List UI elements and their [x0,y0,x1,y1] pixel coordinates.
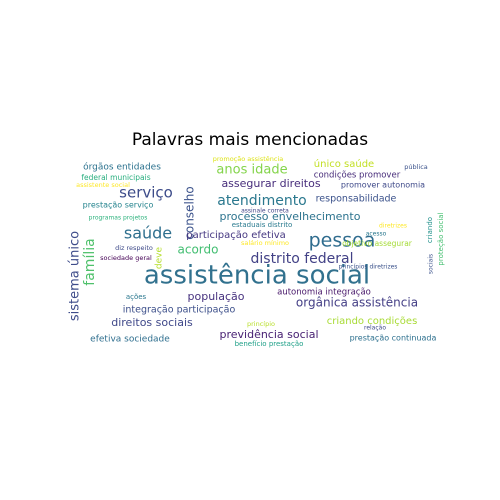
word-princípios-diretrizes: princípios diretrizes [339,264,398,271]
word-benefício-prestação: benefício prestação [235,340,304,348]
word-responsabilidade: responsabilidade [316,194,397,205]
word-distrito-federal: distrito federal [251,251,354,267]
word-criando: criando [426,217,434,243]
word-família: família [82,238,98,285]
word-princípio: princípio [247,320,275,328]
word-orgânica-assistência: orgânica assistência [296,296,418,310]
word-programas-projetos: programas projetos [89,215,148,222]
word-acordo: acordo [178,243,219,257]
word-anos-idade: anos idade [216,163,287,178]
chart-title: Palavras mais mencionadas [131,130,369,150]
word-saúde: saúde [124,224,172,243]
word-criando-condições: criando condições [327,316,418,327]
word-promoção-assistência: promoção assistência [213,155,284,163]
word-conselho: conselho [183,186,197,239]
word-autonomia-integração: autonomia integração [277,288,371,298]
word-órgãos-entidades: órgãos entidades [83,162,161,173]
word-direitos-sociais: direitos sociais [111,316,193,329]
word-estaduais-distrito: estaduais distrito [232,221,293,229]
word-integração-participação: integração participação [123,305,236,316]
word-atendimento: atendimento [217,193,307,209]
word-população: população [188,290,245,303]
word-diretrizes: diretrizes [379,223,407,230]
word-condições-promover: condições promover [314,171,401,181]
word-assistência-social: assistência social [144,261,370,291]
word-efetiva-sociedade: efetiva sociedade [90,335,170,345]
word-deve: deve [155,246,165,269]
word-acesso: acesso [366,231,387,238]
word-sistema-único: sistema único [68,231,83,321]
word-previdência-social: previdência social [219,328,318,341]
word-salário-mínimo: salário mínimo [241,239,289,247]
word-objetivo-assegurar: objetivo assegurar [342,239,413,248]
word-diz-respeito: diz respeito [115,244,153,252]
word-prestação-continuada: prestação continuada [350,334,437,343]
word-sociedade-geral: sociedade geral [100,254,152,262]
word-sociais: sociais [428,254,435,274]
word-único-saúde: único saúde [314,158,374,170]
word-assistente-social: assistente social [76,181,130,189]
word-serviço: serviço [119,184,173,202]
word-assegurar-direitos: assegurar direitos [221,177,320,190]
word-ações: ações [126,293,147,301]
word-federal-municipais: federal municipais [81,173,150,182]
word-proteção-social: proteção social [437,212,445,265]
word-processo-envelhecimento: processo envelhecimento [220,210,361,223]
word-promover-autonomia: promover autonomia [341,181,425,190]
word-assinale-correta: assinale correta [241,208,289,215]
word-prestação-serviço: prestação serviço [83,201,154,210]
word-participação-efetiva: participação efetiva [186,230,286,241]
word-relação: relação [364,325,386,332]
word-pessoa: pessoa [309,230,376,252]
word-pública: pública [404,163,428,171]
